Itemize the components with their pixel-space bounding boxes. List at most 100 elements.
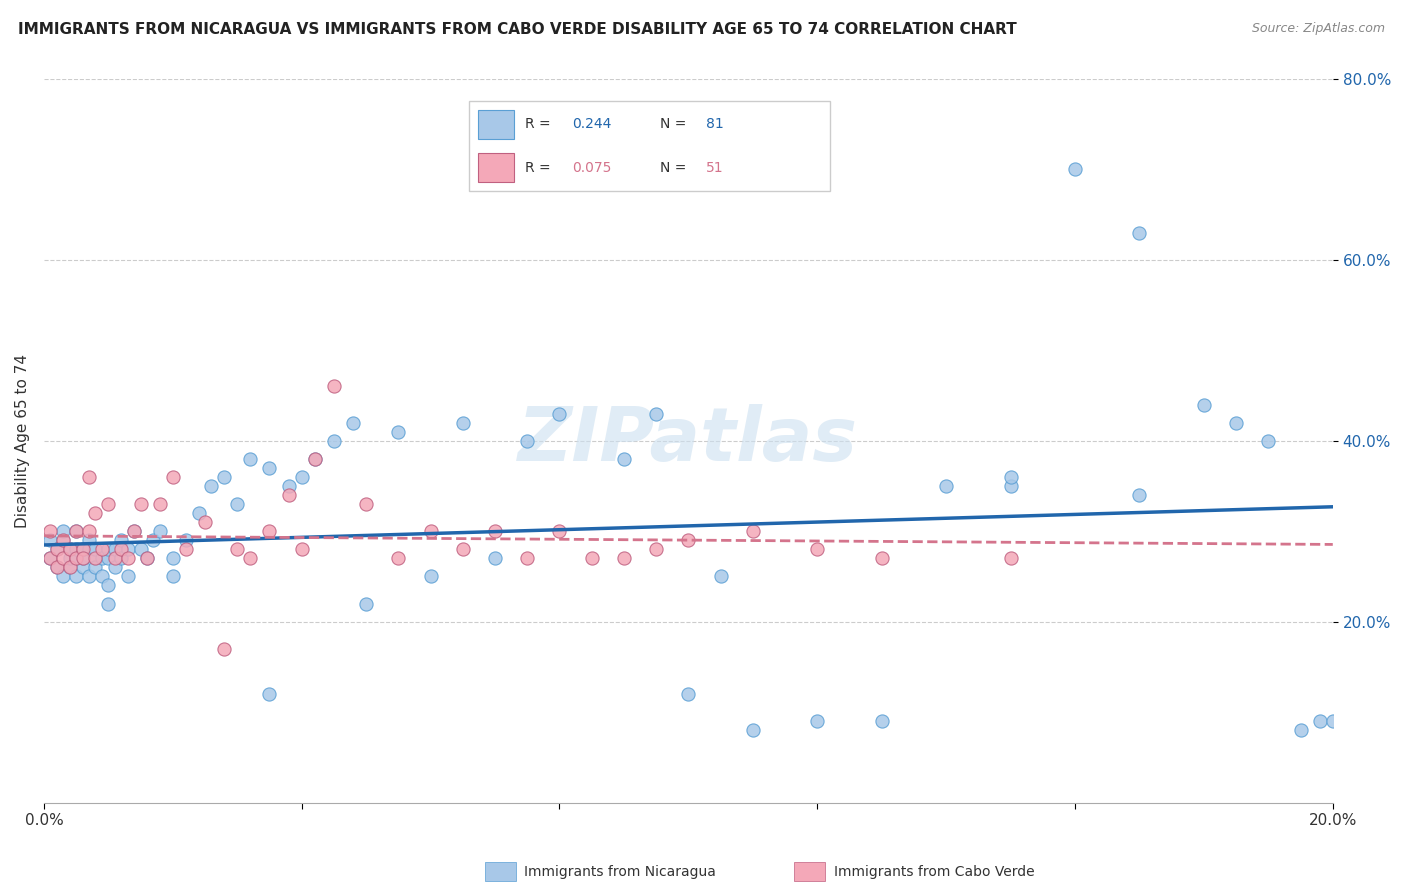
Point (451, 416, 474, 430)
Point (65, 551, 87, 566)
Point (613, 551, 636, 566)
Point (645, 407, 668, 421)
Point (548, 524, 571, 539)
Point (97, 578, 120, 592)
Point (239, 551, 262, 566)
Point (59, 560, 82, 574)
Point (1192, 398, 1215, 412)
Point (97, 497, 120, 511)
Point (84, 551, 107, 566)
Point (77, 542, 100, 557)
Point (1128, 226, 1150, 240)
Point (451, 542, 474, 557)
Point (39, 551, 62, 566)
Point (84, 560, 107, 574)
Point (239, 451, 262, 466)
Point (45, 560, 67, 574)
Point (142, 533, 165, 548)
Point (84, 551, 107, 566)
Point (291, 470, 314, 484)
Point (259, 461, 281, 475)
Point (304, 451, 326, 466)
Point (1322, 714, 1344, 728)
Point (226, 497, 249, 511)
Point (149, 524, 172, 539)
Point (162, 551, 184, 566)
Point (77, 533, 100, 548)
Point (77, 569, 100, 583)
Point (122, 524, 145, 539)
Point (59, 560, 82, 574)
Point (1257, 434, 1279, 448)
Point (45, 542, 67, 557)
Point (136, 551, 159, 566)
Y-axis label: Disability Age 65 to 74: Disability Age 65 to 74 (15, 354, 30, 528)
Point (678, 687, 700, 701)
Point (277, 488, 299, 502)
Point (484, 551, 506, 566)
Point (259, 524, 281, 539)
Point (65, 524, 87, 539)
Point (1289, 723, 1312, 738)
Point (741, 524, 763, 539)
Point (322, 379, 344, 393)
Point (1225, 416, 1247, 430)
Point (59, 542, 82, 557)
Point (226, 542, 249, 557)
Point (52, 533, 75, 548)
Point (516, 551, 538, 566)
Point (65, 524, 87, 539)
Point (104, 551, 127, 566)
Point (387, 551, 409, 566)
Text: IMMIGRANTS FROM NICARAGUA VS IMMIGRANTS FROM CABO VERDE DISABILITY AGE 65 TO 74 : IMMIGRANTS FROM NICARAGUA VS IMMIGRANTS … (18, 22, 1017, 37)
Point (72, 560, 94, 574)
Point (136, 551, 159, 566)
Point (110, 533, 132, 548)
Point (110, 551, 132, 566)
Point (129, 542, 152, 557)
Point (354, 497, 377, 511)
Point (277, 479, 299, 493)
Point (1000, 470, 1022, 484)
Point (200, 479, 222, 493)
Point (110, 542, 132, 557)
Point (709, 569, 731, 583)
Point (90, 542, 112, 557)
Text: Immigrants from Nicaragua: Immigrants from Nicaragua (524, 865, 716, 880)
Point (613, 451, 636, 466)
Point (354, 597, 377, 611)
Point (645, 542, 668, 557)
Point (122, 524, 145, 539)
Point (419, 569, 441, 583)
Point (65, 569, 87, 583)
Point (39, 524, 62, 539)
Point (72, 542, 94, 557)
Point (52, 533, 75, 548)
Point (1128, 488, 1150, 502)
Point (387, 425, 409, 439)
Point (162, 569, 184, 583)
Point (174, 533, 197, 548)
Point (291, 542, 314, 557)
Point (72, 551, 94, 566)
Text: Immigrants from Cabo Verde: Immigrants from Cabo Verde (834, 865, 1035, 880)
Point (1309, 714, 1331, 728)
Point (52, 569, 75, 583)
Point (39, 533, 62, 548)
Point (174, 542, 197, 557)
Point (516, 434, 538, 448)
Point (935, 479, 957, 493)
Point (97, 597, 120, 611)
Point (84, 506, 107, 520)
Point (72, 551, 94, 566)
Point (259, 687, 281, 701)
Point (97, 551, 120, 566)
Point (342, 416, 364, 430)
Text: Source: ZipAtlas.com: Source: ZipAtlas.com (1251, 22, 1385, 36)
Point (678, 533, 700, 548)
Point (581, 551, 603, 566)
Point (65, 542, 87, 557)
Point (194, 515, 217, 529)
Point (1000, 479, 1022, 493)
Point (870, 714, 893, 728)
